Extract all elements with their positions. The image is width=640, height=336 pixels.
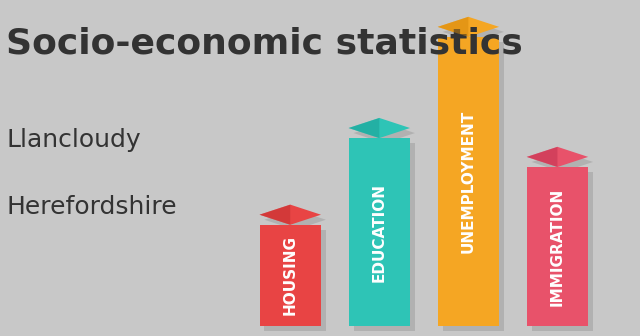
Polygon shape (349, 138, 410, 326)
Polygon shape (527, 147, 588, 167)
Polygon shape (532, 172, 593, 331)
Polygon shape (527, 147, 557, 167)
Text: UNEMPLOYMENT: UNEMPLOYMENT (461, 110, 476, 253)
Polygon shape (353, 123, 415, 143)
Text: EDUCATION: EDUCATION (372, 182, 387, 282)
Text: HOUSING: HOUSING (283, 235, 298, 316)
Polygon shape (260, 205, 291, 225)
Polygon shape (438, 17, 468, 37)
Polygon shape (260, 225, 321, 326)
Polygon shape (443, 42, 504, 331)
Polygon shape (532, 152, 593, 172)
Polygon shape (260, 205, 321, 225)
Text: Llancloudy: Llancloudy (6, 128, 141, 152)
Polygon shape (264, 210, 326, 230)
Polygon shape (438, 37, 499, 326)
Polygon shape (527, 167, 588, 326)
Text: Socio-economic statistics: Socio-economic statistics (6, 27, 523, 61)
Polygon shape (349, 118, 380, 138)
Polygon shape (349, 118, 410, 138)
Text: IMMIGRATION: IMMIGRATION (550, 187, 565, 305)
Polygon shape (353, 143, 415, 331)
Polygon shape (264, 230, 326, 331)
Text: Herefordshire: Herefordshire (6, 195, 177, 219)
Polygon shape (443, 22, 504, 42)
Polygon shape (438, 17, 499, 37)
